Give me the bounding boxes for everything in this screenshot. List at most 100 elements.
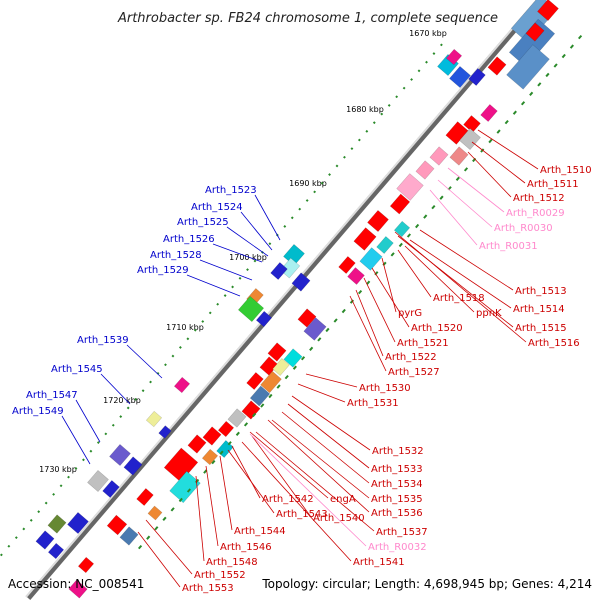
scale-dot xyxy=(104,432,108,436)
gene-label-arth-1541[interactable]: Arth_1541 xyxy=(353,557,405,568)
scale-dot xyxy=(350,147,354,151)
gene-label-arth-1512[interactable]: Arth_1512 xyxy=(513,193,565,204)
scale-dot xyxy=(171,354,175,358)
label-leader-line xyxy=(199,259,253,281)
gene-label-arth-1532[interactable]: Arth_1532 xyxy=(372,446,424,457)
gene-label-arth-1518[interactable]: Arth_1518 xyxy=(433,293,485,304)
scale-dot xyxy=(253,259,257,263)
gene-label-ppnk[interactable]: ppnK xyxy=(476,308,502,319)
label-leader-line xyxy=(429,189,478,246)
gene-arrow xyxy=(255,310,273,328)
scale-dot xyxy=(298,207,302,211)
label-leader-line xyxy=(205,465,219,547)
gene-label-arth-1539[interactable]: Arth_1539 xyxy=(77,335,129,346)
gene-label-pyrg[interactable]: pyrG xyxy=(398,308,422,319)
gene-label-arth-1547[interactable]: Arth_1547 xyxy=(26,390,78,401)
gene-label-arth-r0031[interactable]: Arth_R0031 xyxy=(479,241,538,252)
scale-dot xyxy=(134,397,138,401)
gene-label-arth-1531[interactable]: Arth_1531 xyxy=(347,398,399,409)
label-leader-line xyxy=(397,235,514,328)
gene-label-arth-1540[interactable]: Arth_1540 xyxy=(313,513,365,524)
scale-ticks: 1670 kbp 1680 kbp 1690 kbp 1700 kbp 1710 kbp… xyxy=(0,29,583,557)
gene-label-arth-1526[interactable]: Arth_1526 xyxy=(163,234,215,245)
scale-dot xyxy=(402,86,406,90)
gene-label-arth-1533[interactable]: Arth_1533 xyxy=(371,464,423,475)
gene-label-arth-1516[interactable]: Arth_1516 xyxy=(528,338,580,349)
label-leader-line xyxy=(355,289,384,357)
scale-dot xyxy=(292,365,297,370)
gene-block xyxy=(459,128,481,150)
label-leader-line xyxy=(61,415,91,465)
gene-arrow xyxy=(77,556,95,574)
gene-label-arth-1543[interactable]: Arth_1543 xyxy=(276,509,328,520)
scale-dot xyxy=(374,271,379,276)
scale-dot xyxy=(343,155,346,159)
scale-dot xyxy=(154,526,159,531)
gene-block xyxy=(415,160,435,180)
gene-label-arth-1511[interactable]: Arth_1511 xyxy=(527,179,579,190)
gene-label-arth-1524[interactable]: Arth_1524 xyxy=(191,202,243,213)
gene-label-arth-1553[interactable]: Arth_1553 xyxy=(182,583,234,594)
gene-label-arth-1528[interactable]: Arth_1528 xyxy=(150,250,202,261)
gene-label-arth-r0032[interactable]: Arth_R0032 xyxy=(368,542,427,553)
gene-arrow xyxy=(525,22,545,42)
label-leader-line xyxy=(240,211,273,251)
scale-dot xyxy=(193,328,197,332)
gene-label-arth-r0029[interactable]: Arth_R0029 xyxy=(506,208,565,219)
accession-text: Accession: NC_008541 xyxy=(8,577,144,591)
gene-label-arth-1510[interactable]: Arth_1510 xyxy=(540,165,592,176)
scale-dot xyxy=(59,484,63,488)
gene-label-arth-1523[interactable]: Arth_1523 xyxy=(205,185,257,196)
gene-label-arth-1534[interactable]: Arth_1534 xyxy=(371,479,423,490)
gene-label-arth-1546[interactable]: Arth_1546 xyxy=(220,542,272,553)
scale-dot xyxy=(7,544,11,548)
gene-label-arth-1514[interactable]: Arth_1514 xyxy=(513,304,565,315)
gene-label-arth-1545[interactable]: Arth_1545 xyxy=(51,364,103,375)
gene-label-arth-1552[interactable]: Arth_1552 xyxy=(194,570,246,581)
scale-dot xyxy=(52,492,56,496)
gene-label-arth-1530[interactable]: Arth_1530 xyxy=(359,383,411,394)
scale-dot xyxy=(252,412,257,418)
gene-label-arth-1521[interactable]: Arth_1521 xyxy=(397,338,449,349)
gene-label-arth-1544[interactable]: Arth_1544 xyxy=(234,526,286,537)
gene-label-arth-1527[interactable]: Arth_1527 xyxy=(388,367,440,378)
scale-dot xyxy=(317,337,322,342)
scale-dot xyxy=(201,320,205,323)
scale-dot xyxy=(29,518,33,522)
scale-dot xyxy=(313,190,317,194)
label-leader-line xyxy=(397,249,432,298)
gene-label-arth-1549[interactable]: Arth_1549 xyxy=(12,406,64,417)
gene-block xyxy=(47,514,67,534)
gene-label-arth-1520[interactable]: Arth_1520 xyxy=(411,323,463,334)
gene-arrow xyxy=(246,372,264,390)
gene-label-arth-1542[interactable]: Arth_1542 xyxy=(262,494,314,505)
gene-arrow xyxy=(47,542,65,560)
label-leader-line xyxy=(394,231,527,343)
gene-label-enga[interactable]: engA xyxy=(330,494,356,505)
label-leader-line xyxy=(249,433,367,547)
scale-dot xyxy=(89,449,93,453)
scale-tick-label: 1720 kbp xyxy=(103,396,141,405)
gene-label-arth-1525[interactable]: Arth_1525 xyxy=(177,217,229,228)
gene-label-arth-r0030[interactable]: Arth_R0030 xyxy=(494,223,553,234)
scale-dot xyxy=(455,176,460,181)
gene-arrow xyxy=(389,193,411,215)
gene-label-arth-1529[interactable]: Arth_1529 xyxy=(137,265,189,276)
gene-label-arth-1522[interactable]: Arth_1522 xyxy=(385,352,437,363)
backbone xyxy=(25,0,541,600)
gene-block xyxy=(449,146,469,166)
gene-label-arth-1548[interactable]: Arth_1548 xyxy=(206,557,258,568)
scale-dot xyxy=(170,507,175,512)
gene-arrow xyxy=(106,514,128,536)
label-leader-line xyxy=(251,435,312,518)
scale-dot xyxy=(358,289,363,295)
scale-dot xyxy=(341,308,346,314)
gene-arrow xyxy=(136,488,154,506)
gene-label-arth-1537[interactable]: Arth_1537 xyxy=(376,527,428,538)
gene-label-arth-1515[interactable]: Arth_1515 xyxy=(515,323,567,334)
gene-arrow xyxy=(270,262,288,280)
gene-label-arth-1513[interactable]: Arth_1513 xyxy=(515,286,567,297)
gene-label-arth-1535[interactable]: Arth_1535 xyxy=(371,494,423,505)
gene-label-arth-1536[interactable]: Arth_1536 xyxy=(371,508,423,519)
scale-dot xyxy=(186,337,190,341)
